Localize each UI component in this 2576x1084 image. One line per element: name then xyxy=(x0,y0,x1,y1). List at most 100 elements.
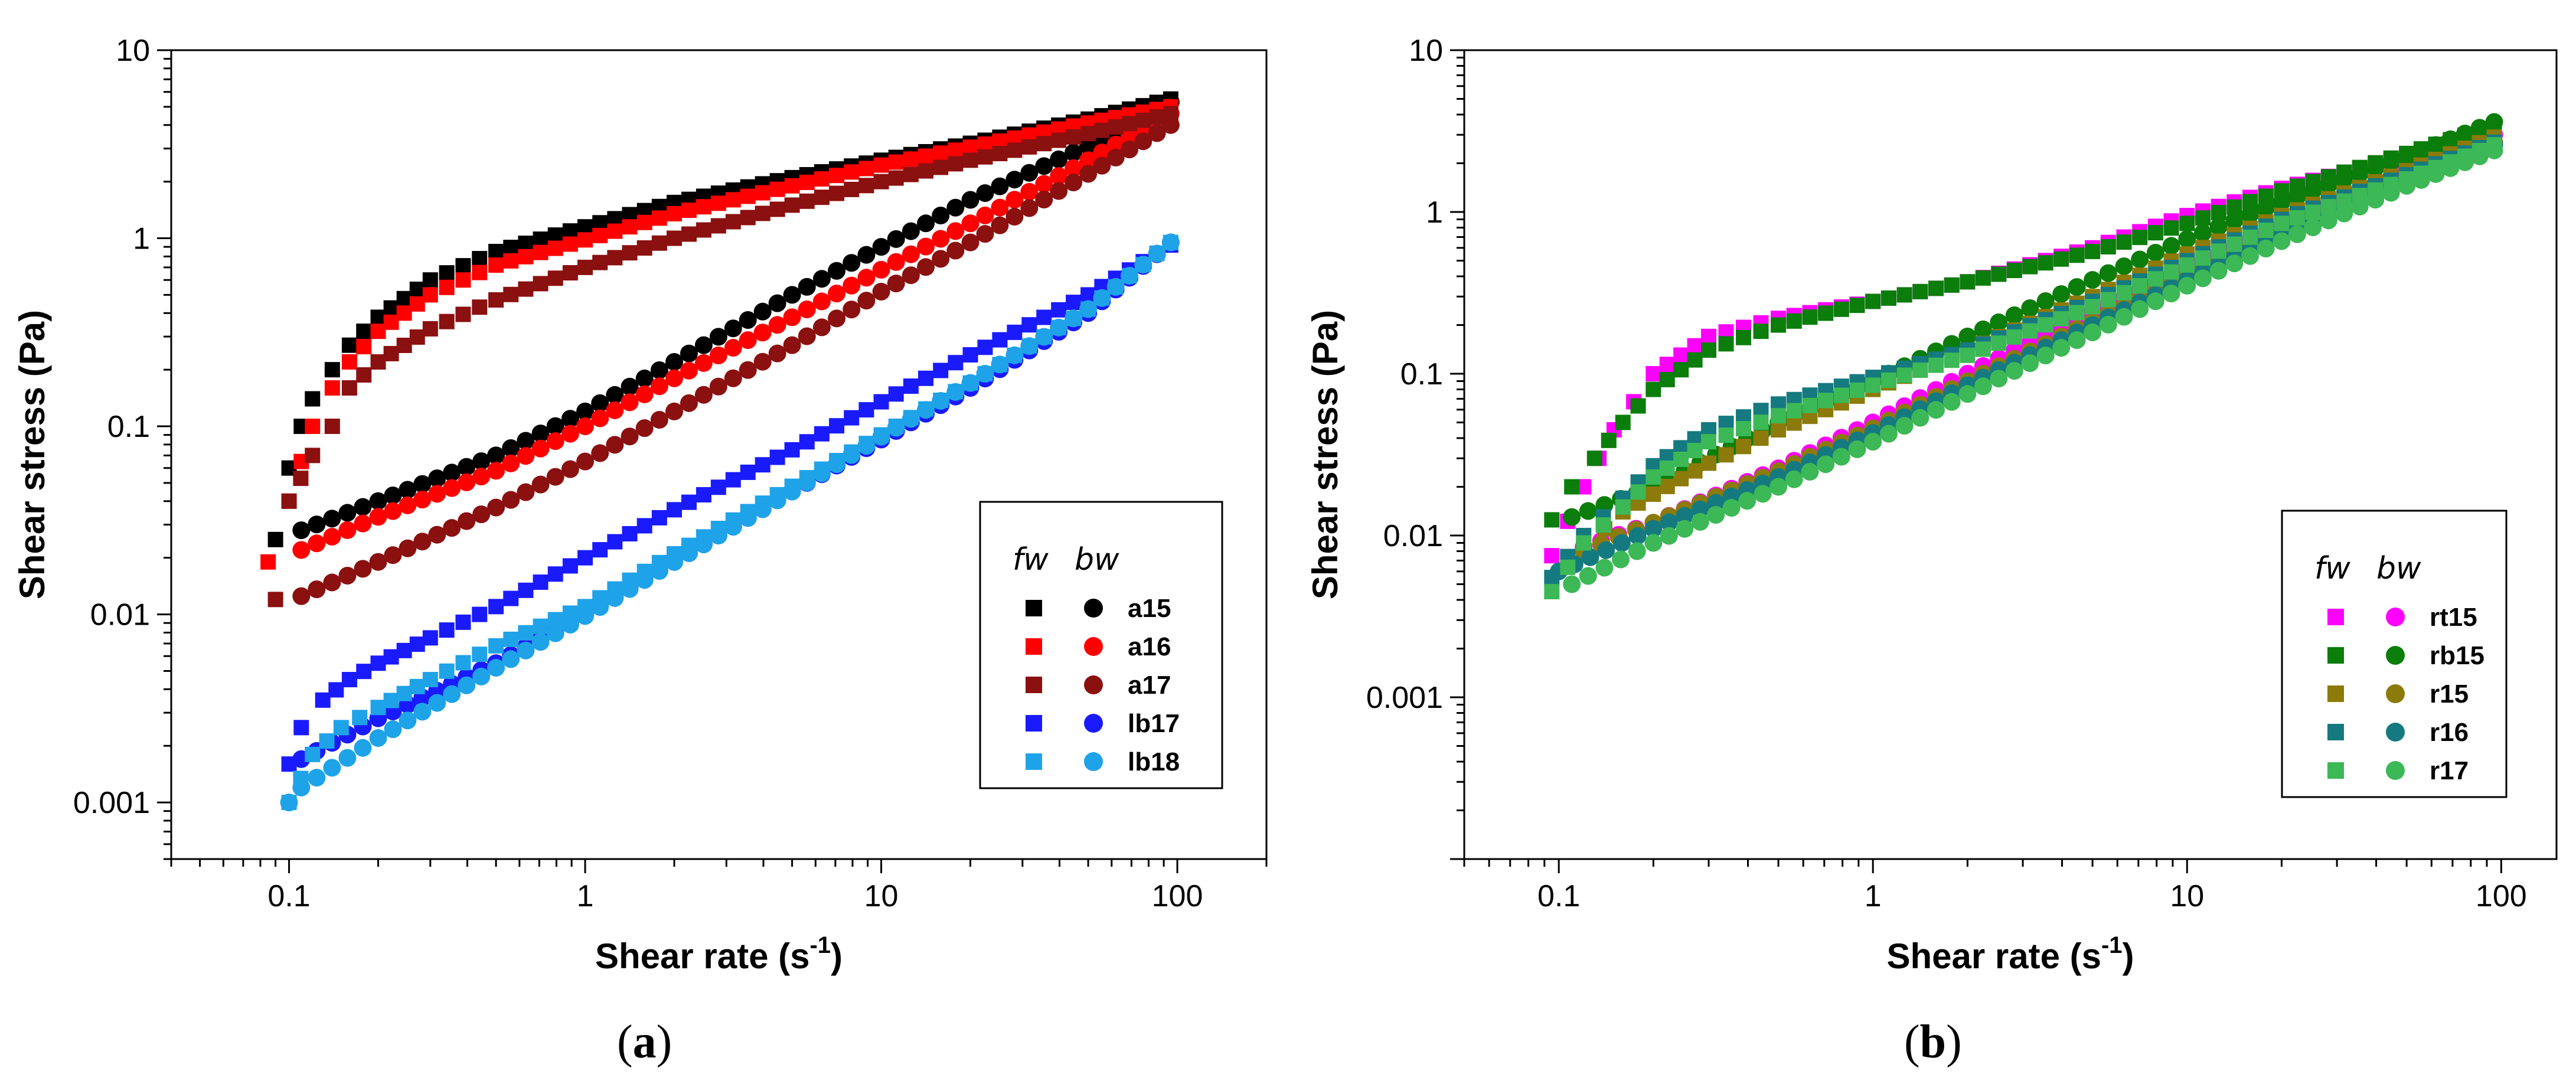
point-a17-fw xyxy=(439,314,455,329)
point-lb18-fw xyxy=(488,638,504,654)
point-a16-bw xyxy=(783,308,801,326)
point-a17-fw xyxy=(472,299,488,315)
point-r17-bw xyxy=(1848,440,1866,458)
point-r17-fw xyxy=(1802,397,1818,413)
point-a17-bw xyxy=(665,402,684,420)
point-rb15-fw xyxy=(2258,188,2274,204)
point-r16-bw xyxy=(1676,507,1694,525)
point-a17-fw xyxy=(962,152,978,168)
point-rb15-fw xyxy=(2242,194,2258,210)
point-rb15-fw xyxy=(1645,381,1661,397)
legend-marker-fw xyxy=(1026,715,1042,732)
point-lb17-fw xyxy=(607,534,623,550)
legend-label: rt15 xyxy=(2430,603,2477,632)
point-r17-bw xyxy=(2273,232,2291,250)
point-a17-bw xyxy=(917,258,935,276)
point-a16-fw xyxy=(903,151,919,167)
point-a15-bw xyxy=(546,417,564,435)
point-a17-fw xyxy=(1051,132,1067,148)
point-r15-fw xyxy=(1673,471,1689,487)
point-r17-fw xyxy=(2289,210,2305,226)
point-a15-fw xyxy=(409,281,425,297)
point-a17-fw xyxy=(784,197,800,213)
point-a15-bw xyxy=(369,492,387,510)
point-rb15-fw xyxy=(1564,479,1580,495)
point-r17-bw xyxy=(2193,269,2212,288)
point-lb18-bw xyxy=(354,739,372,757)
point-r17-fw xyxy=(1673,452,1689,468)
point-lb18-fw xyxy=(784,478,800,494)
point-rb15-fw xyxy=(2147,225,2163,241)
point-rb15-bw xyxy=(2131,250,2149,269)
point-a15-bw xyxy=(472,452,491,471)
point-rb15-fw xyxy=(1912,283,1928,299)
point-r17-fw xyxy=(1849,382,1865,398)
point-a15-bw xyxy=(694,336,713,354)
point-a17-bw xyxy=(472,505,491,524)
legend: fw bw rt15 rb15 r15 r16 r17 xyxy=(2281,510,2508,798)
point-a17-bw xyxy=(606,436,624,454)
point-a17-bw xyxy=(1106,148,1125,166)
point-a15-bw xyxy=(961,191,980,209)
point-lb17-fw xyxy=(472,606,488,622)
point-r17-fw xyxy=(1615,499,1631,515)
point-r17-fw xyxy=(2100,292,2116,308)
point-rb15-bw xyxy=(2178,230,2196,248)
point-lb17-fw xyxy=(873,394,889,410)
point-r17-fw xyxy=(2274,216,2290,231)
point-r17-fw xyxy=(2443,154,2459,170)
point-lb18-fw xyxy=(439,663,455,679)
point-lb17-fw xyxy=(784,442,800,458)
point-lb18-fw xyxy=(518,625,534,641)
point-a15-bw xyxy=(308,515,326,534)
point-a15-fw xyxy=(503,240,519,256)
point-a17-fw xyxy=(1135,112,1151,128)
point-lb18-fw xyxy=(1121,268,1137,284)
point-lb17-fw xyxy=(740,464,756,480)
point-a16-fw xyxy=(562,236,578,252)
point-r17-fw xyxy=(2413,165,2429,181)
point-a16-fw xyxy=(962,139,978,155)
point-a15-bw xyxy=(753,302,772,321)
point-rb15-fw xyxy=(2457,127,2473,143)
point-rb15-fw xyxy=(1833,301,1849,317)
legend-marker-fw xyxy=(1026,600,1042,616)
point-r15-fw xyxy=(1753,430,1769,446)
point-a16-bw xyxy=(635,385,654,403)
point-a16-fw xyxy=(784,178,800,194)
point-r17-fw xyxy=(2038,317,2053,333)
point-lb18-fw xyxy=(1108,279,1124,295)
x-tick-label: 0.1 xyxy=(1537,879,1580,913)
legend-marker-fw xyxy=(1026,753,1042,770)
point-lb18-fw xyxy=(352,710,368,726)
point-a17-bw xyxy=(946,241,965,260)
legend-header-bw: bw xyxy=(2376,551,2421,586)
point-rb15-fw xyxy=(1659,371,1675,387)
point-a17-fw xyxy=(383,345,399,361)
point-a15-bw xyxy=(739,311,757,329)
point-a16-bw xyxy=(739,331,757,350)
point-rb15-fw xyxy=(1991,266,2007,282)
point-a15-bw xyxy=(1035,157,1053,175)
point-rt15-fw xyxy=(1659,357,1675,373)
point-r17-fw xyxy=(2258,223,2274,239)
point-r17-fw xyxy=(2399,171,2415,187)
point-r17-bw xyxy=(1691,512,1709,531)
point-a15-bw xyxy=(458,458,476,476)
point-rb15-fw xyxy=(1944,277,1960,293)
point-a17-fw xyxy=(1066,129,1082,145)
point-lb18-fw xyxy=(472,647,488,662)
point-a15-fw xyxy=(422,272,438,288)
point-a17-fw xyxy=(696,222,711,238)
point-rb15-bw xyxy=(2099,264,2117,282)
point-a16-fw xyxy=(356,339,372,355)
point-a15-bw xyxy=(606,386,624,404)
point-a16-bw xyxy=(872,260,890,279)
point-a15-fw xyxy=(383,300,399,316)
point-r17-fw xyxy=(1576,535,1592,551)
point-rb15-fw xyxy=(1586,450,1602,466)
point-a15-bw xyxy=(991,177,1009,195)
point-rb15-fw xyxy=(2443,132,2459,148)
point-a17-fw xyxy=(725,214,741,230)
